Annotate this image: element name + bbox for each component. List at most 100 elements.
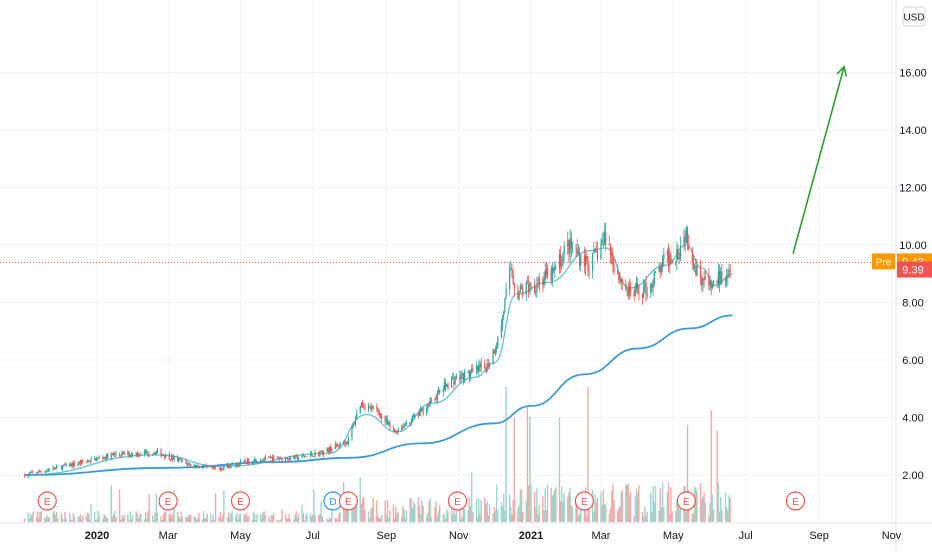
candle-body [107,454,108,459]
candle-body [489,363,490,366]
candle-body [252,463,253,464]
candle-body [128,452,129,456]
earnings-marker[interactable]: E [339,492,357,510]
candle-body [181,459,182,461]
candle-body [571,238,572,249]
candle-body [130,454,131,456]
candle-body [642,294,643,297]
candle-body [260,460,261,461]
candle-body [271,457,272,458]
candle-body [319,452,320,455]
candle-body [594,249,595,250]
candle-body [343,442,344,443]
time-axis-label: Jul [739,530,753,542]
candle-body [592,253,593,271]
candle-body [285,458,286,461]
candle-body [428,404,429,405]
candle-body [155,453,156,454]
candle-body [66,464,67,466]
candle-body [398,429,399,432]
candle-body [609,244,610,245]
candle-body [727,276,728,277]
candle-body [89,462,90,463]
volume-bar [572,507,573,522]
candle-body [48,470,49,471]
candle-body [169,454,170,459]
volume-bar [530,484,531,522]
currency-label: USD [903,13,924,24]
candle-body [460,374,461,380]
candle-body [279,459,280,460]
volume-bar [431,517,432,522]
candle-body [70,464,71,467]
currency-badge[interactable]: USD [903,7,925,26]
candle-body [364,407,365,409]
volume-bar [111,485,112,522]
candle-body [545,270,546,281]
volume-bar [32,512,33,522]
candle-body [57,466,58,467]
candle-body [131,454,132,455]
candle-body [90,459,91,462]
earnings-marker[interactable]: E [159,492,177,510]
candle-body [146,451,147,452]
candle-body [114,454,115,455]
candle-body [618,274,619,279]
volume-bar [57,518,58,522]
candle-body [345,442,346,445]
candle-body [98,458,99,459]
candle-body [694,266,695,267]
candle-body [246,462,247,464]
candle-body [56,466,57,468]
candle-body [265,457,266,460]
earnings-marker[interactable]: E [575,492,593,510]
volume-bar [119,489,120,522]
candle-body [121,453,122,456]
volume-bar [381,514,382,522]
candle-body [280,458,281,459]
price-axis-label: 14.00 [899,125,927,137]
candle-body [687,227,688,244]
candle-body [261,460,262,461]
volume-bar [256,514,257,522]
volume-bar [157,513,158,522]
volume-bar [622,490,623,522]
earnings-marker[interactable]: E [38,492,56,510]
candle-body [312,455,313,456]
candle-body [96,458,97,461]
volume-bar [298,514,299,522]
candle-body [645,282,646,294]
earnings-marker[interactable]: E [677,492,695,510]
candle-body [219,468,220,469]
earnings-marker[interactable]: E [231,492,249,510]
candle-body [695,266,696,275]
candle-body [44,472,45,473]
price-axis-label: 6.00 [902,355,923,367]
candle-body [447,384,448,388]
candle-body [579,252,580,265]
earnings-marker[interactable]: E [786,492,804,510]
candle-body [262,459,263,460]
candle-body [526,283,527,295]
earnings-marker[interactable]: E [448,492,466,510]
candle-body [446,384,447,387]
candle-body [730,270,731,272]
candle-body [580,256,581,265]
candle-body [376,407,377,410]
candle-body [373,407,374,408]
volume-bar [198,513,199,522]
candle-body [113,454,114,455]
volume-bar [240,514,241,522]
candle-body [443,390,444,392]
candle-body [315,452,316,456]
candle-body [171,456,172,460]
candle-body [402,427,403,428]
volume-bar [397,512,398,522]
candle-body [207,466,208,467]
candle-body [638,291,639,295]
candle-body [147,451,148,454]
candle-body [278,457,279,459]
candle-body [434,398,435,399]
